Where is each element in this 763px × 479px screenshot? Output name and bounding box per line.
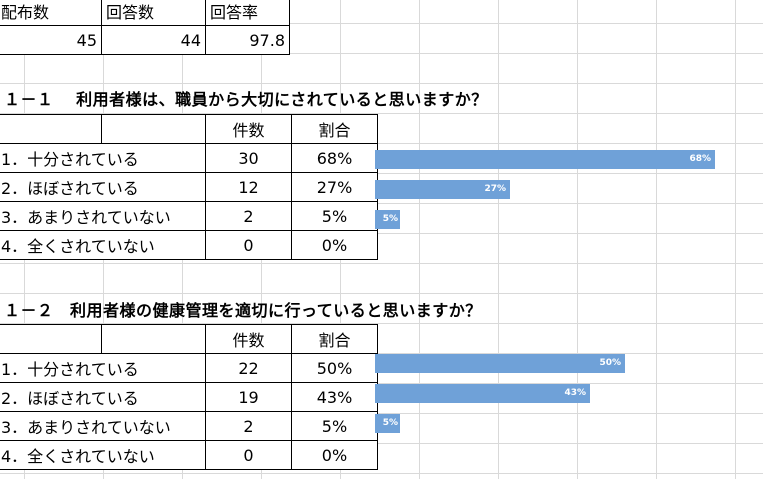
column-header-ratio[interactable]: 割合 (291, 324, 378, 354)
chart-bar[interactable]: 27% (375, 180, 510, 199)
row-count[interactable]: 12 (205, 172, 292, 202)
question-table: 件数 割合 1．十分されている 30 68% 2．ほぼされている 12 27% … (0, 114, 378, 260)
table-cell[interactable] (101, 324, 206, 354)
column-header-count[interactable]: 件数 (205, 114, 292, 144)
chart-bar[interactable]: 43% (375, 384, 590, 403)
chart-bar[interactable]: 68% (375, 150, 715, 169)
table-cell[interactable] (101, 114, 206, 144)
row-ratio[interactable]: 0% (291, 230, 378, 260)
row-count[interactable]: 2 (205, 411, 292, 441)
question-table: 件数 割合 1．十分されている 22 50% 2．ほぼされている 19 43% … (0, 324, 378, 470)
table-row: 1．十分されている 30 68% (0, 143, 378, 173)
row-ratio[interactable]: 27% (291, 172, 378, 202)
row-label[interactable]: 1．十分されている (0, 353, 206, 383)
row-ratio[interactable]: 68% (291, 143, 378, 173)
column-header-count[interactable]: 件数 (205, 324, 292, 354)
summary-value[interactable]: 97.8 (205, 25, 290, 55)
row-label[interactable]: 2．ほぼされている (0, 382, 206, 412)
question-title[interactable]: １－１ 利用者様は、職員から大切にされていると思いますか？ (4, 90, 488, 109)
row-label[interactable]: 3．あまりされていない (0, 411, 206, 441)
row-ratio[interactable]: 5% (291, 201, 378, 231)
row-ratio[interactable]: 50% (291, 353, 378, 383)
chart-bar[interactable]: 5% (375, 414, 400, 433)
table-row: 4．全くされていない 0 0% (0, 440, 378, 470)
table-row: 2．ほぼされている 19 43% (0, 382, 378, 412)
table-row: 2．ほぼされている 12 27% (0, 172, 378, 202)
row-ratio[interactable]: 0% (291, 440, 378, 470)
row-count[interactable]: 19 (205, 382, 292, 412)
row-ratio[interactable]: 5% (291, 411, 378, 441)
table-row: 1．十分されている 22 50% (0, 353, 378, 383)
table-row: 3．あまりされていない 2 5% (0, 411, 378, 441)
row-label[interactable]: 3．あまりされていない (0, 201, 206, 231)
bar-data-label: 27% (484, 184, 506, 194)
row-count[interactable]: 0 (205, 440, 292, 470)
row-label[interactable]: 4．全くされていない (0, 230, 206, 260)
chart-bar[interactable]: 5% (375, 210, 400, 229)
bar-data-label: 5% (382, 214, 398, 224)
bar-data-label: 5% (382, 418, 398, 428)
row-label[interactable]: 2．ほぼされている (0, 172, 206, 202)
summary-header[interactable]: 回答率 (205, 0, 290, 26)
row-count[interactable]: 2 (205, 201, 292, 231)
summary-header[interactable]: 回答数 (101, 0, 206, 26)
summary-value[interactable]: 45 (0, 25, 102, 55)
row-label[interactable]: 1．十分されている (0, 143, 206, 173)
chart-bar[interactable]: 50% (375, 354, 625, 373)
summary-header[interactable]: 配布数 (0, 0, 102, 26)
column-header-ratio[interactable]: 割合 (291, 114, 378, 144)
table-cell[interactable] (0, 324, 102, 354)
row-count[interactable]: 0 (205, 230, 292, 260)
row-ratio[interactable]: 43% (291, 382, 378, 412)
row-label[interactable]: 4．全くされていない (0, 440, 206, 470)
table-cell[interactable] (0, 114, 102, 144)
bar-data-label: 50% (599, 358, 621, 368)
row-count[interactable]: 30 (205, 143, 292, 173)
bar-data-label: 68% (689, 154, 711, 164)
table-row: 3．あまりされていない 2 5% (0, 201, 378, 231)
row-count[interactable]: 22 (205, 353, 292, 383)
table-row: 4．全くされていない 0 0% (0, 230, 378, 260)
summary-table: 配布数 回答数 回答率 45 44 97.8 (0, 0, 290, 55)
bar-data-label: 43% (564, 388, 586, 398)
question-title[interactable]: １－２ 利用者様の健康管理を適切に行っていると思いますか？ (4, 301, 482, 320)
summary-value[interactable]: 44 (101, 25, 206, 55)
